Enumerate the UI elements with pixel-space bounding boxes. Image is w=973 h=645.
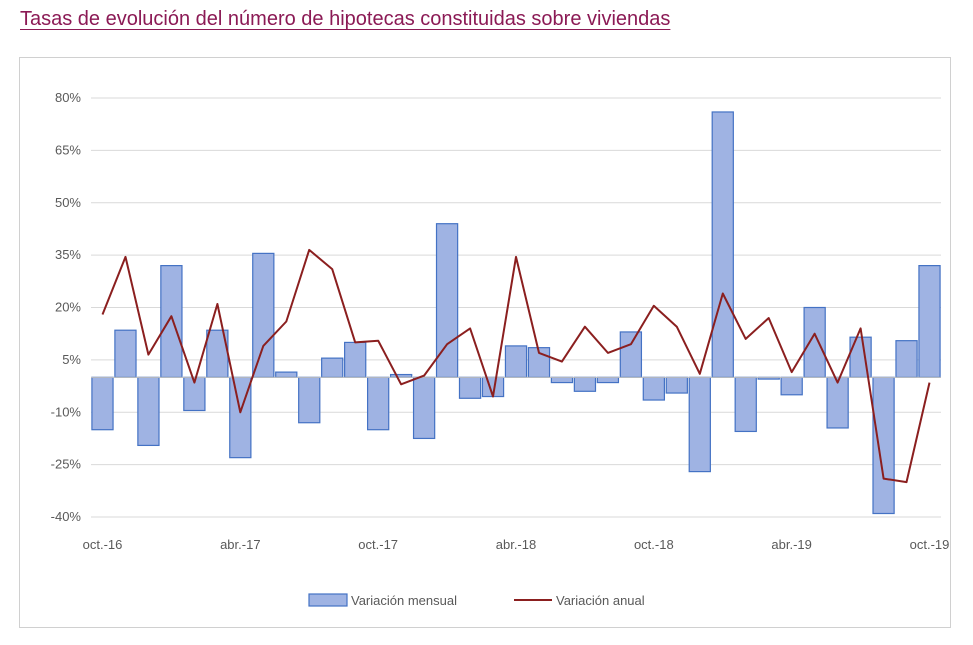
bar-variacion-mensual [550,376,574,384]
bar-variacion-mensual [895,340,918,378]
y-tick-label: 50% [55,195,81,210]
bar-variacion-mensual [826,376,849,429]
bar-variacion-mensual [114,329,137,378]
bar-variacion-mensual [780,376,803,396]
bar-variacion-mensual [344,341,367,378]
bar-variacion-mensual [137,376,160,447]
legend-swatch-variacion-mensual [308,593,348,607]
x-tick-label: oct.-19 [910,537,950,552]
bar-variacion-mensual [688,376,711,473]
y-tick-label: 20% [55,300,81,315]
bar-variacion-mensual [160,265,183,378]
bar-variacion-mensual [458,376,482,399]
bar-variacion-mensual [734,376,757,433]
hipotecas-chart: 80% 65% 50% 35% 20% 5% -10% -25% -40% oct.-16 abr… [51,90,950,608]
y-tick-label: -10% [51,404,82,419]
bar-variacion-mensual [665,376,688,394]
x-tick-label: abr.-19 [771,537,811,552]
bar-variacion-mensual [872,376,895,515]
bar-variacion-mensual [573,376,597,392]
chart-frame: 80% 65% 50% 35% 20% 5% -10% -25% -40% oct.-16 abr… [19,57,951,628]
bar-variacion-mensual [321,357,344,378]
bar-variacion-mensual [803,306,826,378]
y-tick-label: 5% [62,352,81,367]
x-tick-label: oct.-16 [83,537,123,552]
y-axis-ticks: 80% 65% 50% 35% 20% 5% -10% -25% -40% [51,90,82,524]
line-series-variacion-anual [101,248,931,484]
page-title: Tasas de evolución del número de hipotec… [20,8,671,30]
bar-variacion-mensual [504,345,528,378]
bar-variacion-mensual [252,252,275,378]
legend: Variación mensual Variación anual [308,593,645,608]
bar-variacion-mensual [642,376,666,401]
x-tick-label: abr.-17 [220,537,260,552]
y-tick-label: 65% [55,142,81,157]
y-tick-label: -40% [51,509,82,524]
x-axis-ticks: oct.-16 abr.-17 oct.-17 abr.-18 oct.-18 abr.-… [83,537,950,552]
bar-variacion-mensual [711,111,734,378]
legend-label-variacion-mensual: Variación mensual [351,593,457,608]
y-tick-label: 80% [55,90,81,105]
bar-variacion-mensual [298,376,321,424]
bar-variacion-mensual [918,265,941,378]
bar-variacion-mensual [275,371,298,378]
legend-label-variacion-anual: Variación anual [556,593,645,608]
bar-series-variacion-mensual [91,111,941,515]
x-tick-label: oct.-18 [634,537,674,552]
bar-variacion-mensual [619,331,643,378]
y-tick-label: 35% [55,247,81,262]
y-tick-label: -25% [51,457,82,472]
bar-variacion-mensual [366,376,390,431]
bar-variacion-mensual [596,376,620,384]
bar-variacion-mensual [91,376,114,431]
bar-variacion-mensual [412,376,436,440]
x-tick-label: oct.-17 [358,537,398,552]
x-tick-label: abr.-18 [496,537,536,552]
